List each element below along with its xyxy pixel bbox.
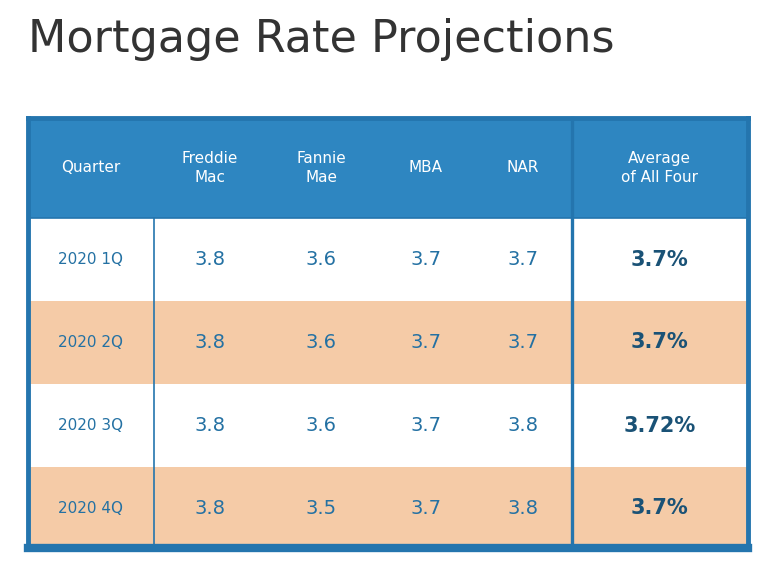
Text: Quarter: Quarter	[61, 161, 121, 176]
Text: 3.8: 3.8	[508, 416, 538, 435]
Text: MBA: MBA	[409, 161, 443, 176]
Text: 3.8: 3.8	[194, 333, 225, 352]
Text: 3.8: 3.8	[508, 499, 538, 518]
Text: 2020 4Q: 2020 4Q	[58, 501, 124, 516]
Text: 3.7%: 3.7%	[631, 332, 689, 353]
Text: Mortgage Rate Projections: Mortgage Rate Projections	[28, 18, 614, 61]
Text: 3.72%: 3.72%	[624, 415, 696, 435]
Text: 3.8: 3.8	[194, 416, 225, 435]
Text: 3.8: 3.8	[194, 499, 225, 518]
FancyBboxPatch shape	[28, 218, 748, 301]
Text: Fannie
Mae: Fannie Mae	[296, 151, 346, 185]
Text: 2020 1Q: 2020 1Q	[58, 252, 124, 267]
Text: Average
of All Four: Average of All Four	[621, 151, 698, 185]
FancyBboxPatch shape	[28, 467, 748, 550]
Text: Freddie
Mac: Freddie Mac	[181, 151, 238, 185]
FancyBboxPatch shape	[28, 118, 748, 218]
FancyBboxPatch shape	[28, 384, 748, 467]
FancyBboxPatch shape	[28, 301, 748, 384]
Text: 3.7: 3.7	[508, 250, 538, 269]
Text: 3.7: 3.7	[508, 333, 538, 352]
Text: 3.7: 3.7	[410, 416, 442, 435]
Text: NAR: NAR	[507, 161, 539, 176]
Text: 3.5: 3.5	[306, 499, 337, 518]
Text: 3.7%: 3.7%	[631, 249, 689, 270]
Text: 3.7: 3.7	[410, 499, 442, 518]
Text: 2020 2Q: 2020 2Q	[58, 335, 124, 350]
Text: 3.6: 3.6	[306, 416, 337, 435]
Text: 3.6: 3.6	[306, 250, 337, 269]
Text: 3.6: 3.6	[306, 333, 337, 352]
Text: 2020 3Q: 2020 3Q	[58, 418, 124, 433]
Text: 3.7%: 3.7%	[631, 498, 689, 518]
Text: 3.7: 3.7	[410, 250, 442, 269]
Text: 3.7: 3.7	[410, 333, 442, 352]
Text: 3.8: 3.8	[194, 250, 225, 269]
